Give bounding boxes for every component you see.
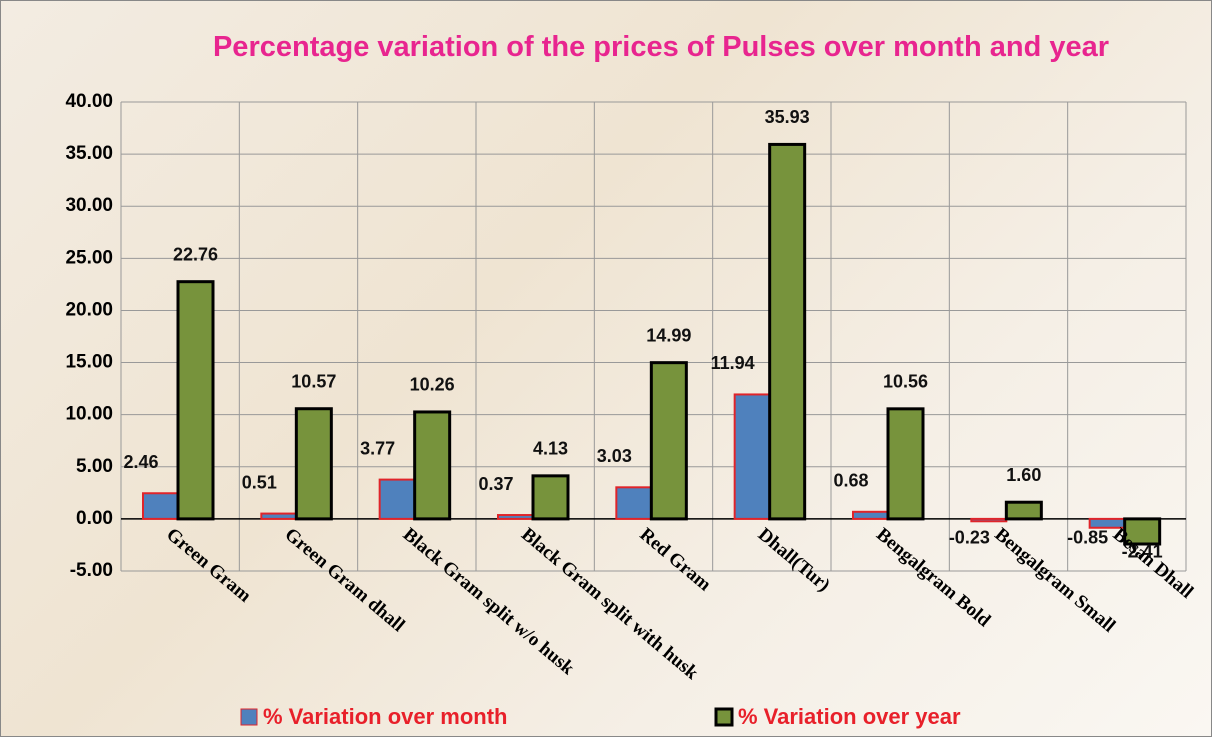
bar: [853, 512, 888, 519]
bar: [533, 476, 568, 519]
value-label: 3.03: [597, 446, 632, 466]
value-label: 14.99: [646, 325, 691, 345]
bar: [651, 363, 686, 519]
bar: [735, 394, 770, 518]
legend-swatch: [241, 709, 257, 725]
bar: [971, 519, 1006, 521]
y-tick-label: 20.00: [65, 299, 113, 320]
bar: [770, 144, 805, 518]
chart: Percentage variation of the prices of Pu…: [0, 0, 1212, 737]
value-label: 0.51: [242, 472, 277, 492]
y-tick-label: 35.00: [65, 143, 113, 164]
bar: [261, 514, 296, 519]
y-tick-label: 30.00: [65, 195, 113, 216]
value-label: 10.56: [883, 372, 928, 392]
value-label: -0.23: [949, 528, 990, 548]
bar: [296, 409, 331, 519]
bar: [498, 515, 533, 519]
value-label: 22.76: [173, 244, 218, 264]
value-label: 10.57: [291, 371, 336, 391]
value-label: -0.85: [1067, 528, 1108, 548]
y-tick-label: 0.00: [76, 508, 113, 529]
x-tick-label: Red Gram: [635, 524, 715, 595]
y-tick-label: 10.00: [65, 404, 113, 425]
legend-swatch: [716, 709, 732, 725]
legend-label: % Variation over month: [263, 704, 508, 729]
value-label: 2.46: [123, 452, 158, 472]
bar: [1006, 502, 1041, 519]
y-tick-label: 15.00: [65, 352, 113, 373]
bar: [178, 282, 213, 519]
bar: [616, 487, 651, 519]
plot: -5.00 0.00 5.00 10.00 15.00 20.00 25.00 30.00 35…: [1, 1, 1211, 736]
value-label: 0.68: [833, 471, 868, 491]
legend-label: % Variation over year: [738, 704, 961, 729]
x-tick-label: Dhall(Tur): [754, 524, 834, 596]
x-tick-label: Green Gram dhall: [280, 524, 408, 636]
y-tick-label: 40.00: [65, 91, 113, 112]
value-label: 35.93: [765, 107, 810, 127]
value-label: 3.77: [360, 438, 395, 458]
value-label: 11.94: [711, 353, 755, 373]
value-label: 10.26: [410, 375, 455, 395]
bar: [143, 493, 178, 519]
bar: [415, 412, 450, 519]
bar: [380, 480, 415, 519]
value-label: 0.37: [478, 474, 513, 494]
y-tick-label: 25.00: [65, 247, 113, 268]
x-tick-label: Green Gram: [162, 524, 255, 607]
y-tick-label: -5.00: [70, 560, 113, 581]
bar: [888, 409, 923, 519]
y-tick-label: 5.00: [76, 456, 113, 477]
value-label: 4.13: [533, 439, 568, 459]
value-label: 1.60: [1006, 465, 1041, 485]
